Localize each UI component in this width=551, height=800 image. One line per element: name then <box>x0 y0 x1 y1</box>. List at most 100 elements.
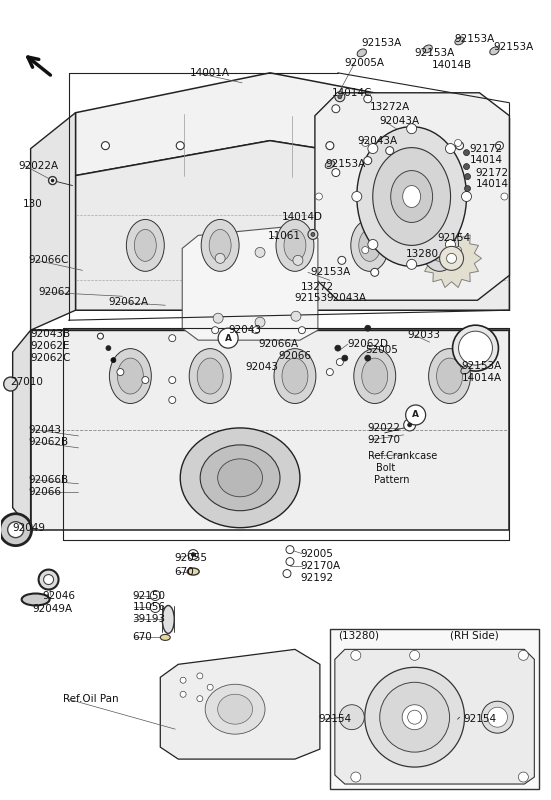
Text: 670: 670 <box>132 633 152 642</box>
Ellipse shape <box>482 702 514 733</box>
Text: Ref.Crankcase: Ref.Crankcase <box>368 451 437 461</box>
Text: 92049A: 92049A <box>33 605 73 614</box>
Text: 92172: 92172 <box>469 144 503 154</box>
Ellipse shape <box>110 349 152 403</box>
Circle shape <box>495 142 504 150</box>
Ellipse shape <box>429 230 451 262</box>
Text: 13272A: 13272A <box>370 102 410 112</box>
Text: 13272: 13272 <box>301 282 334 292</box>
Circle shape <box>197 673 203 679</box>
Ellipse shape <box>21 594 50 606</box>
Text: 92172: 92172 <box>476 167 509 178</box>
Circle shape <box>368 239 378 250</box>
Ellipse shape <box>380 682 450 752</box>
Ellipse shape <box>373 148 451 246</box>
Circle shape <box>364 94 372 102</box>
Circle shape <box>101 142 110 150</box>
Circle shape <box>352 191 362 202</box>
Circle shape <box>4 377 18 391</box>
Ellipse shape <box>339 705 364 730</box>
Text: 92170A: 92170A <box>300 561 340 570</box>
Ellipse shape <box>201 219 239 271</box>
Circle shape <box>351 650 361 660</box>
Polygon shape <box>315 93 510 300</box>
Ellipse shape <box>429 349 471 403</box>
Circle shape <box>255 247 265 258</box>
Bar <box>330 630 539 789</box>
Text: 92154: 92154 <box>318 714 351 724</box>
Ellipse shape <box>163 606 174 634</box>
Polygon shape <box>75 141 510 310</box>
Ellipse shape <box>218 459 262 497</box>
Circle shape <box>501 193 508 200</box>
Circle shape <box>518 650 528 660</box>
Circle shape <box>169 377 176 383</box>
Polygon shape <box>335 650 534 784</box>
Circle shape <box>8 522 24 538</box>
Ellipse shape <box>488 707 507 727</box>
Circle shape <box>362 246 369 254</box>
Ellipse shape <box>218 694 252 724</box>
Text: 92005: 92005 <box>300 549 333 558</box>
Text: 92154: 92154 <box>437 234 471 243</box>
Circle shape <box>335 345 341 351</box>
Ellipse shape <box>180 428 300 528</box>
Circle shape <box>456 142 463 150</box>
Circle shape <box>407 259 417 270</box>
Circle shape <box>351 772 361 782</box>
Text: 14014: 14014 <box>476 178 509 189</box>
Text: 92066: 92066 <box>29 486 62 497</box>
Text: 92022A: 92022A <box>19 161 59 170</box>
Text: 92046: 92046 <box>42 590 75 601</box>
Text: 92055: 92055 <box>174 553 207 562</box>
Text: 92062: 92062 <box>39 287 72 298</box>
Text: 130: 130 <box>23 199 42 210</box>
Circle shape <box>299 326 305 334</box>
Circle shape <box>44 574 53 585</box>
Text: 14001A: 14001A <box>190 68 230 78</box>
Polygon shape <box>182 226 318 340</box>
Circle shape <box>371 268 379 276</box>
Ellipse shape <box>365 667 464 767</box>
Ellipse shape <box>357 126 467 266</box>
Ellipse shape <box>282 358 308 394</box>
Text: 92005A: 92005A <box>345 58 385 68</box>
Text: 92150: 92150 <box>132 590 165 601</box>
Polygon shape <box>13 330 31 530</box>
Circle shape <box>445 143 456 154</box>
Circle shape <box>150 602 160 613</box>
Circle shape <box>335 92 345 102</box>
Circle shape <box>464 174 471 179</box>
Polygon shape <box>422 229 482 287</box>
Circle shape <box>212 326 219 334</box>
Circle shape <box>180 678 186 683</box>
Ellipse shape <box>423 45 433 53</box>
Ellipse shape <box>452 325 499 371</box>
Text: 27010: 27010 <box>10 377 44 387</box>
Text: 92062C: 92062C <box>31 353 71 363</box>
Ellipse shape <box>436 358 462 394</box>
Text: deélbike: deélbike <box>159 354 370 398</box>
Text: Ref.Oil Pan: Ref.Oil Pan <box>62 694 118 704</box>
Circle shape <box>197 696 203 702</box>
Circle shape <box>188 550 198 559</box>
Circle shape <box>408 710 422 724</box>
Text: 92043B: 92043B <box>31 329 71 339</box>
Circle shape <box>338 256 346 264</box>
Text: 92062A: 92062A <box>109 298 149 307</box>
Circle shape <box>368 143 378 154</box>
Ellipse shape <box>420 219 458 271</box>
Circle shape <box>191 553 195 557</box>
Circle shape <box>365 355 371 361</box>
Circle shape <box>293 255 303 266</box>
Circle shape <box>51 179 54 182</box>
Text: 670: 670 <box>174 566 194 577</box>
Circle shape <box>440 246 463 270</box>
Polygon shape <box>31 330 510 530</box>
Circle shape <box>336 358 343 366</box>
Ellipse shape <box>402 705 427 730</box>
Ellipse shape <box>351 219 388 271</box>
Text: 92043: 92043 <box>245 362 278 372</box>
Text: 13280: 13280 <box>406 250 439 259</box>
Text: Pattern: Pattern <box>374 474 409 485</box>
